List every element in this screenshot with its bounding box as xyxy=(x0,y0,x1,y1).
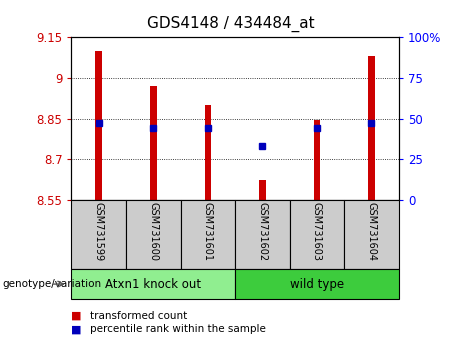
Text: GDS4148 / 434484_at: GDS4148 / 434484_at xyxy=(147,16,314,32)
Text: GSM731599: GSM731599 xyxy=(94,202,104,261)
Bar xyxy=(205,105,211,200)
Bar xyxy=(71,269,235,299)
Text: ■: ■ xyxy=(71,324,82,334)
Text: genotype/variation: genotype/variation xyxy=(2,279,101,289)
Text: wild type: wild type xyxy=(290,278,344,291)
Bar xyxy=(71,200,126,269)
Text: transformed count: transformed count xyxy=(90,311,187,321)
Text: GSM731600: GSM731600 xyxy=(148,202,158,261)
Bar xyxy=(150,86,157,200)
Bar xyxy=(95,51,102,200)
Text: ■: ■ xyxy=(71,311,82,321)
Text: percentile rank within the sample: percentile rank within the sample xyxy=(90,324,266,334)
Bar xyxy=(259,180,266,200)
Bar xyxy=(313,120,320,200)
Text: Atxn1 knock out: Atxn1 knock out xyxy=(105,278,201,291)
Bar xyxy=(235,269,399,299)
Bar xyxy=(368,56,375,200)
Bar xyxy=(344,200,399,269)
Text: GSM731603: GSM731603 xyxy=(312,202,322,261)
Bar xyxy=(126,200,181,269)
Text: GSM731602: GSM731602 xyxy=(257,202,267,261)
Bar xyxy=(235,200,290,269)
Bar xyxy=(181,200,235,269)
Text: GSM731604: GSM731604 xyxy=(366,202,377,261)
Text: GSM731601: GSM731601 xyxy=(203,202,213,261)
Bar xyxy=(290,200,344,269)
